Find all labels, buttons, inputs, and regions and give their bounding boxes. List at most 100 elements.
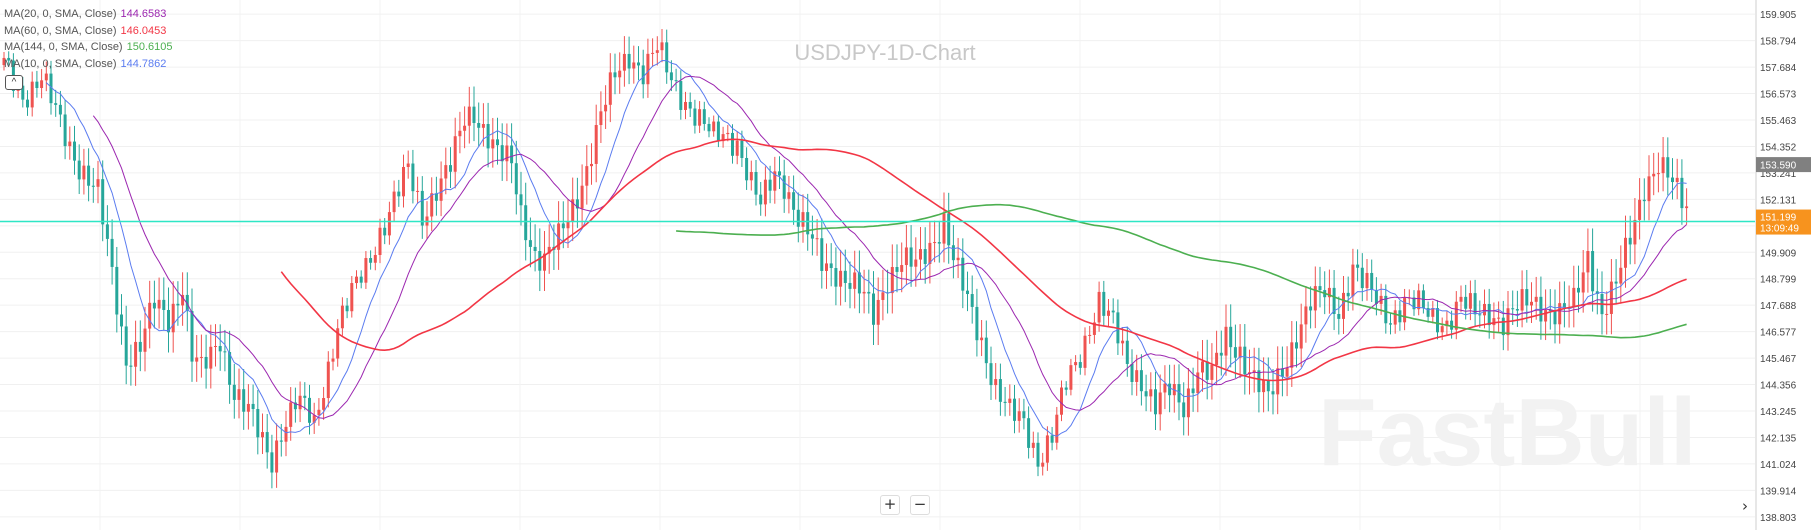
candle [543,230,546,292]
candle [284,410,288,457]
legend-collapse-button[interactable]: ^ [5,75,23,90]
candle [1600,271,1604,335]
candle [745,147,749,190]
candle [138,320,142,372]
candle [1351,248,1355,311]
candle [566,199,570,249]
candle [1055,406,1059,450]
y-tick-label-13: 145.467 [1760,354,1797,365]
candle [665,29,669,84]
candle [1619,245,1623,304]
zoom-in-button[interactable]: + [880,495,900,515]
candle [1365,258,1369,301]
candle [782,159,786,213]
candle [143,306,147,372]
candle [1031,431,1035,458]
candle [1224,304,1228,376]
candle [829,243,833,287]
candle [1271,369,1275,415]
candle [317,398,321,426]
candle [514,140,518,215]
candle [1647,155,1651,221]
last-close-badge: 153.590 [1760,161,1797,172]
candle [904,224,908,286]
candle [1327,269,1331,314]
candle [345,297,349,319]
candle [190,288,194,382]
candle [1262,357,1266,413]
scroll-right-button[interactable]: › [1742,497,1748,515]
candle [265,413,269,469]
candle [839,249,843,306]
candle [364,251,368,289]
candle [1229,304,1233,368]
candle [171,281,175,353]
candle [1534,276,1538,320]
candle [1412,290,1416,316]
candle [181,272,185,326]
candle [40,68,44,99]
candle [91,167,95,203]
candle [1163,365,1167,410]
y-tick-label-17: 141.024 [1760,460,1797,471]
candle [152,280,156,329]
candle [1318,266,1322,308]
candle [58,90,62,128]
candle [204,334,208,389]
legend-ma144-value: 150.6105 [126,41,173,53]
candle [646,38,650,98]
candle [975,288,979,357]
y-tick-label-7: 152.131 [1760,195,1797,206]
candle [796,192,800,243]
current-price-badge: 151.199 [1760,213,1797,224]
candle [857,250,861,314]
candle [575,177,579,228]
candle [1168,364,1172,413]
candle [533,224,537,272]
candle [1487,288,1491,339]
candle [980,320,984,357]
candle [1483,289,1486,329]
candle [1154,371,1157,431]
candle [1515,290,1519,327]
candle [585,145,589,205]
candle [900,242,904,293]
price-axis[interactable]: 159.905 158.794 157.684 156.573 155.463 154.3… [1755,0,1811,530]
candle [1144,374,1148,412]
candle [1337,296,1341,335]
candle [698,101,702,133]
zoom-out-button[interactable]: − [910,495,930,515]
legend-ma60[interactable]: MA(60, 0, SMA, Close) 146.0453 [4,23,172,40]
legend-ma10[interactable]: MA(10, 0, SMA, Close) 144.7862 [4,56,172,73]
candle [1003,386,1007,417]
candle [1417,283,1421,316]
y-tick-label-2: 157.684 [1760,63,1797,74]
candle [1233,324,1237,378]
candle [1116,299,1120,355]
candle [1191,367,1195,412]
candle [392,180,396,223]
candle [2,51,6,71]
candle [538,228,542,292]
candle [425,201,429,240]
candle [707,117,711,138]
candle [1558,281,1562,344]
candle [124,305,128,385]
candle [82,148,86,195]
candle [1638,178,1642,240]
candle [655,36,659,66]
candle [1078,354,1082,375]
candle [289,387,293,441]
candle [246,384,250,430]
legend-ma20[interactable]: MA(20, 0, SMA, Close) 144.6583 [4,6,172,23]
candle [1332,270,1336,331]
candle [449,147,452,188]
candle [87,148,91,202]
candle [1121,327,1125,356]
candle [881,269,885,321]
candle [740,130,744,168]
candle [1074,355,1078,372]
candle [956,237,960,279]
legend-ma144[interactable]: MA(144, 0, SMA, Close) 150.6105 [4,39,172,56]
